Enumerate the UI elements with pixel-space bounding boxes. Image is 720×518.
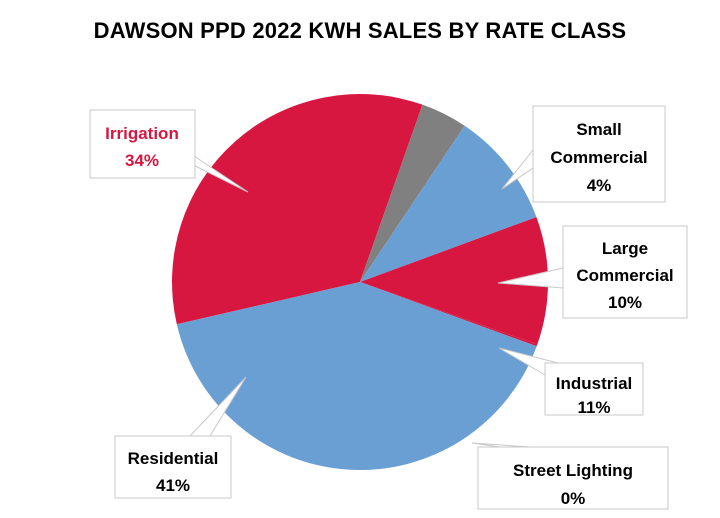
data-label-name-street-lighting: Street Lighting [513, 461, 633, 480]
callout-box-irrigation [89, 109, 196, 179]
data-label-name-large-commercial: Commercial [576, 266, 673, 285]
data-label-name-irrigation: Irrigation [105, 124, 179, 143]
data-label-value-large-commercial: 10% [608, 293, 642, 312]
data-label-name-industrial: Industrial [556, 374, 633, 393]
callout-box-large-commercial [562, 225, 688, 319]
data-label-value-residential: 41% [156, 476, 190, 495]
data-label-value-irrigation: 34% [125, 151, 159, 170]
data-label-name-small-commercial: Small [576, 120, 621, 139]
callout-box-street-lighting [477, 446, 669, 510]
callout-box-residential [114, 435, 232, 499]
pie-slice-large-commercial [360, 125, 537, 282]
data-label-value-small-commercial: 4% [587, 176, 612, 195]
callout-pointer-street-lighting [471, 442, 531, 448]
pie-slice-irrigation [172, 93, 423, 325]
pie-slice-industrial [360, 217, 549, 345]
pie-slice-small-commercial [360, 104, 465, 283]
data-label-value-street-lighting: 0% [561, 489, 586, 508]
data-label-name-residential: Residential [128, 449, 219, 468]
data-label-value-industrial: 11% [577, 398, 610, 417]
data-label-name-small-commercial: Commercial [550, 148, 647, 167]
pie-slice-street-lighting [360, 282, 538, 347]
data-label-name-large-commercial: Large [602, 239, 648, 258]
pie-slice-residential [176, 282, 537, 471]
chart-title: DAWSON PPD 2022 KWH SALES BY RATE CLASS [93, 18, 627, 43]
callout-box-small-commercial [532, 105, 666, 203]
callout-box-industrial [544, 362, 644, 416]
